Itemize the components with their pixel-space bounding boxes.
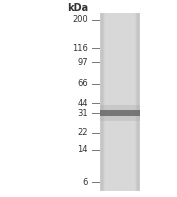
Bar <box>102 13 104 191</box>
Text: 6: 6 <box>83 178 88 187</box>
Bar <box>100 13 102 191</box>
Text: 97: 97 <box>77 58 88 67</box>
Text: 116: 116 <box>72 44 88 53</box>
Bar <box>103 13 105 191</box>
Text: kDa: kDa <box>67 3 88 13</box>
Text: 14: 14 <box>78 145 88 154</box>
Text: 44: 44 <box>78 99 88 108</box>
Bar <box>100 13 140 191</box>
Text: 22: 22 <box>78 128 88 138</box>
Bar <box>135 13 137 191</box>
Bar <box>101 13 103 191</box>
Bar <box>100 105 140 121</box>
Bar <box>138 13 140 191</box>
Bar <box>136 13 138 191</box>
Bar <box>137 13 139 191</box>
Text: 66: 66 <box>77 79 88 88</box>
Text: 200: 200 <box>72 15 88 24</box>
Text: 31: 31 <box>77 109 88 118</box>
Bar <box>100 110 140 116</box>
